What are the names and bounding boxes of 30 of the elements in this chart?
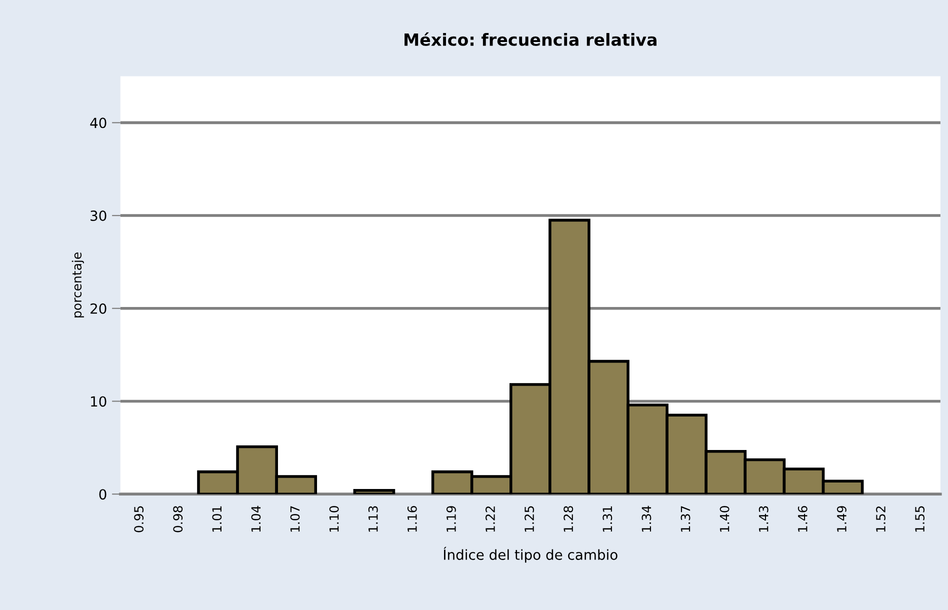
y-tick-label: 20	[90, 303, 106, 314]
y-axis-title: porcentaje	[72, 252, 84, 318]
x-tick-label: 1.49	[836, 506, 846, 532]
x-tick-label: 1.46	[798, 506, 808, 532]
x-tick-label: 1.10	[329, 506, 339, 532]
bar	[353, 488, 396, 494]
y-tick-label: 30	[90, 210, 106, 222]
x-tick-label: 1.22	[486, 506, 495, 532]
x-tick-label: 1.25	[524, 506, 534, 532]
chart-title: México: frecuencia relativa	[404, 32, 656, 46]
x-tick-label: 1.07	[290, 506, 300, 532]
x-tick-label: 1.52	[876, 506, 886, 532]
x-tick-label: 0.98	[173, 506, 183, 532]
x-tick-label: 1.31	[602, 506, 612, 532]
y-tick-label: 0	[99, 489, 106, 500]
x-tick-label: 0.95	[134, 506, 144, 532]
x-tick-label: 1.19	[446, 506, 456, 532]
y-tick-label: 40	[90, 118, 106, 128]
x-tick-label: 1.43	[758, 506, 768, 532]
x-tick-label: 1.37	[680, 506, 690, 532]
x-tick-label: 1.40	[720, 506, 730, 532]
x-tick-label: 1.28	[564, 506, 574, 532]
x-tick-label: 1.04	[251, 506, 261, 532]
x-tick-label: 1.55	[915, 506, 925, 532]
y-tick-label: 10	[91, 396, 106, 407]
x-tick-label: 1.16	[407, 506, 417, 532]
x-axis-title: Índice del tipo de cambio	[444, 546, 618, 563]
x-tick-label: 1.34	[642, 506, 652, 532]
x-tick-label: 1.01	[212, 506, 222, 532]
x-tick-label: 1.13	[368, 506, 378, 532]
